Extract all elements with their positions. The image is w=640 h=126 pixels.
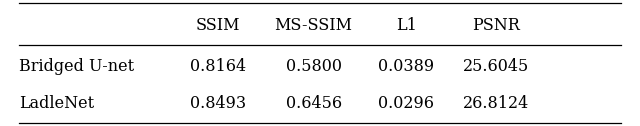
- Text: L1: L1: [396, 17, 417, 34]
- Text: 0.0389: 0.0389: [378, 58, 435, 75]
- Text: 0.5800: 0.5800: [285, 58, 342, 75]
- Text: 0.8164: 0.8164: [189, 58, 246, 75]
- Text: Bridged U-net: Bridged U-net: [19, 58, 134, 75]
- Text: SSIM: SSIM: [195, 17, 240, 34]
- Text: 0.6456: 0.6456: [285, 95, 342, 112]
- Text: 25.6045: 25.6045: [463, 58, 529, 75]
- Text: LadleNet: LadleNet: [19, 95, 94, 112]
- Text: 26.8124: 26.8124: [463, 95, 529, 112]
- Text: MS-SSIM: MS-SSIM: [275, 17, 353, 34]
- Text: 0.0296: 0.0296: [378, 95, 435, 112]
- Text: PSNR: PSNR: [472, 17, 520, 34]
- Text: 0.8493: 0.8493: [189, 95, 246, 112]
